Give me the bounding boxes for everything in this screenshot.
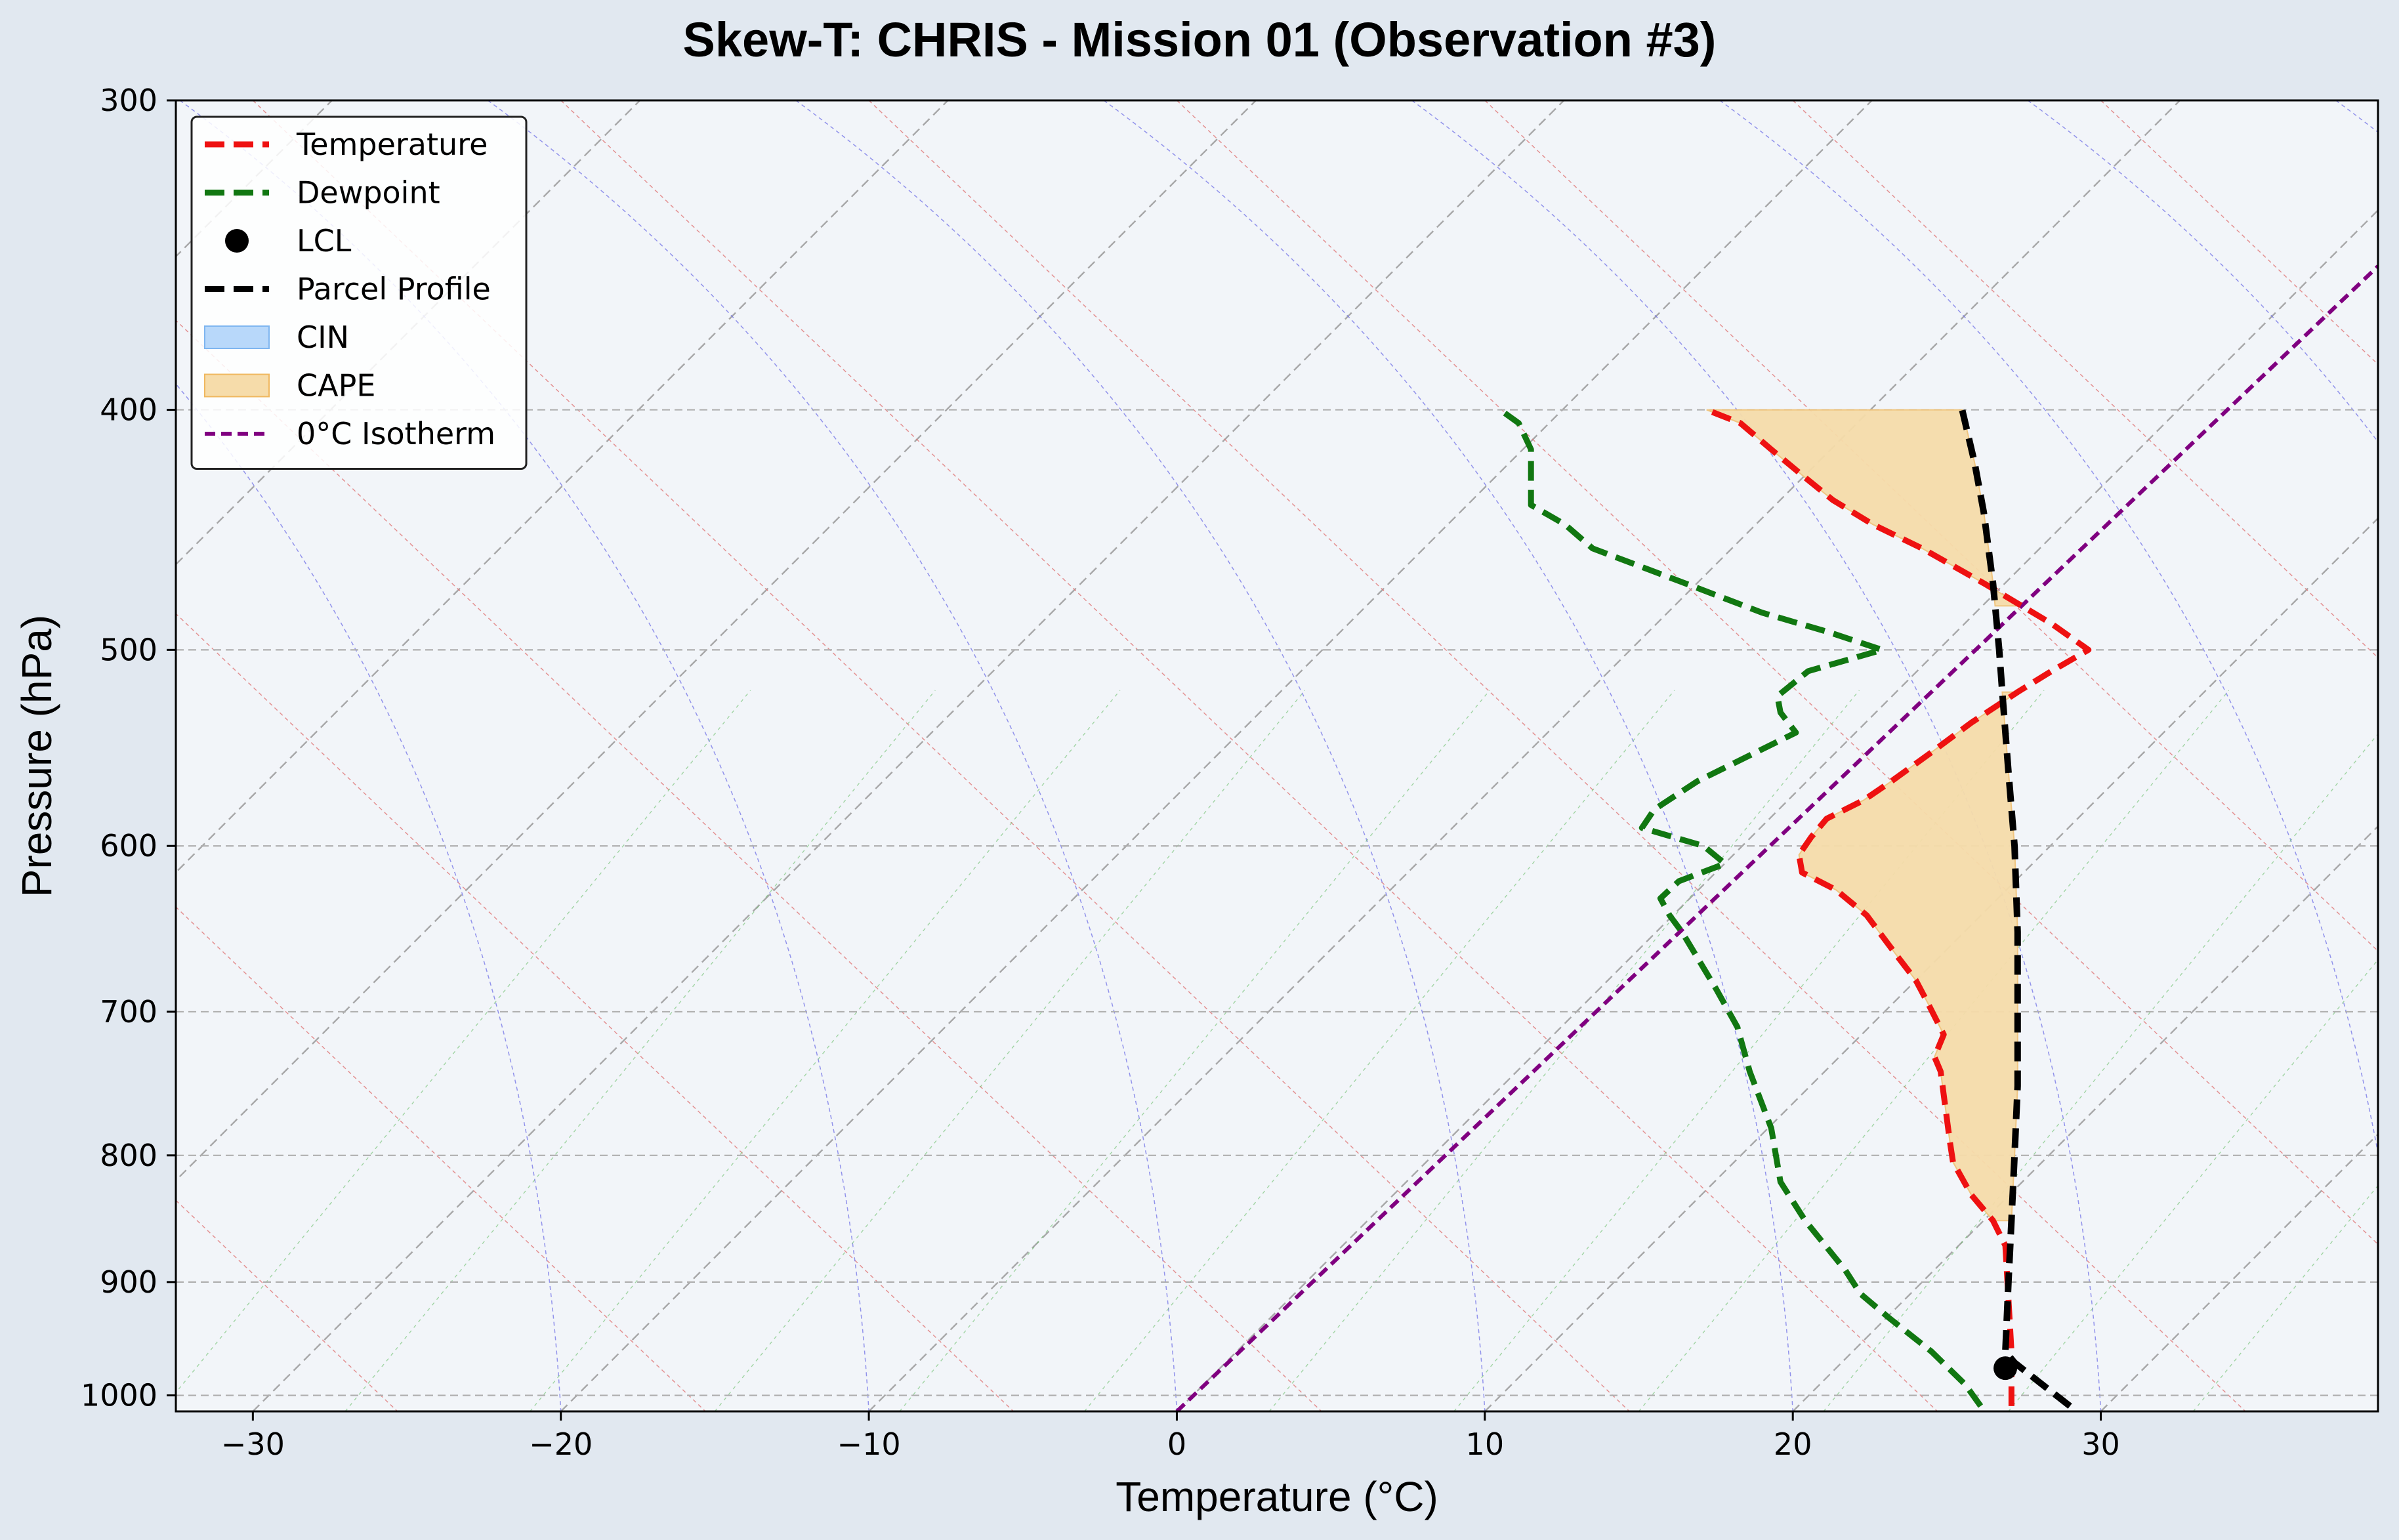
dry-adiabat-line [252,100,1630,1411]
legend-patch-cin [204,325,270,349]
legend-box [190,115,528,470]
moist-adiabat-line [1411,100,2102,1411]
y-tick-label: 700 [100,994,157,1030]
legend-label: CIN [297,320,349,355]
x-tick-label: 0 [1167,1426,1186,1462]
y-tick-label: 500 [100,632,157,667]
y-axis-label: Pressure (hPa) [13,615,60,897]
freezing-isotherm-line [1175,264,2378,1411]
isotherm-line [2100,1133,2378,1411]
legend-label: 0°C Isotherm [297,416,495,451]
legend: Temperature Dewpoint LCL Parcel Profile CIN C… [190,115,528,470]
dry-adiabat-line [1176,100,2378,1245]
isotherm-line [560,100,1873,1411]
dry-adiabat-line [560,100,1938,1411]
x-tick-label: −30 [221,1426,285,1462]
x-axis-label: Temperature (°C) [1116,1473,1438,1520]
legend-label: LCL [297,223,352,259]
legend-marker-lcl [225,229,249,253]
legend-label: CAPE [297,368,375,404]
dry-adiabat-line [176,320,1322,1411]
x-tick-label: 10 [1466,1426,1505,1462]
y-tick-label: 1000 [81,1378,157,1413]
moist-adiabat-line [2027,100,2378,443]
profile-series [1175,264,2378,1411]
legend-label: Parcel Profile [297,272,491,307]
x-axis-ticks: −30 −20 −10 0 10 20 30 [221,1411,2120,1462]
moist-adiabat-line [488,100,1178,1411]
y-axis-ticks: 300 400 500 600 700 800 900 1000 [81,83,176,1413]
x-tick-label: −10 [837,1426,901,1462]
temperature-line [1705,407,2092,1406]
moist-adiabat-line [795,100,1486,1411]
isotherm-line [1484,517,2378,1411]
y-tick-label: 900 [100,1264,157,1300]
dry-adiabat-line [176,906,706,1411]
legend-label: Dewpoint [297,175,440,211]
parcel-profile-line [1959,409,2072,1409]
dry-adiabat-line [176,613,1014,1411]
legend-patch-cape [204,373,270,398]
y-tick-label: 300 [100,83,157,118]
x-tick-label: 30 [2081,1426,2120,1462]
y-tick-label: 600 [100,828,157,864]
isotherm-line [176,100,949,874]
moist-adiabat-line [1103,100,1793,1411]
isotherm-line [252,100,1565,1411]
moist-adiabat-line [1719,100,2378,1156]
lcl-marker [1993,1356,2018,1381]
x-tick-label: −20 [529,1426,593,1462]
isotherm-line [868,100,2180,1411]
y-tick-label: 400 [100,392,157,428]
dewpoint-line [1498,407,1984,1408]
mixing-ratio-line [2377,1410,2378,1411]
y-tick-label: 800 [100,1138,157,1173]
moist-adiabat-line [176,383,562,1411]
isotherm-line [1176,209,2378,1411]
legend-label: Temperature [296,127,488,162]
isotherm-line [176,100,1257,1182]
chart-title: Skew-T: CHRIS - Mission 01 (Observation … [683,12,1717,67]
plot-frame [175,99,2379,1413]
x-tick-label: 20 [1774,1426,1812,1462]
